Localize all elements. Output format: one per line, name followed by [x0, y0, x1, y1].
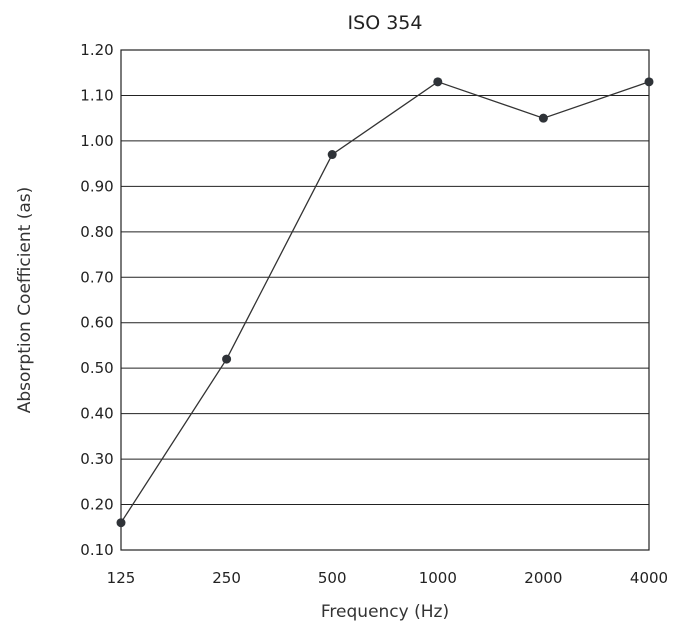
y-tick-label: 0.50 — [80, 359, 113, 377]
data-point-2000 — [538, 113, 548, 123]
plot-frame — [120, 49, 650, 551]
y-tick-label: 0.70 — [80, 268, 113, 286]
data-points — [116, 77, 654, 528]
y-tick-label: 0.20 — [80, 496, 113, 514]
data-point-1000 — [433, 77, 443, 87]
x-axis-label: Frequency (Hz) — [321, 602, 449, 622]
grid-lines — [121, 49, 649, 551]
x-tick-label: 250 — [212, 569, 241, 587]
y-tick-label: 0.80 — [80, 223, 113, 241]
y-axis-label: Absorption Coefficient (as) — [15, 187, 35, 414]
x-tick-label: 1000 — [419, 569, 457, 587]
y-tick-label: 0.10 — [80, 541, 113, 559]
y-tick-label: 0.60 — [80, 314, 113, 332]
data-point-500 — [327, 150, 337, 160]
y-tick-label: 1.00 — [80, 132, 113, 150]
x-tick-label: 125 — [107, 569, 136, 587]
x-tick-label: 4000 — [630, 569, 668, 587]
x-tick-label: 2000 — [524, 569, 562, 587]
y-tick-label: 0.40 — [80, 405, 113, 423]
y-tick-label: 0.30 — [80, 450, 113, 468]
y-tick-label: 0.90 — [80, 177, 113, 195]
y-tick-labels: 0.10 0.20 0.30 0.40 0.50 0.60 0.70 0.80 0.90 1.00… — [80, 41, 113, 559]
series-line — [120, 81, 650, 524]
y-tick-label: 1.20 — [80, 41, 113, 59]
chart-title: ISO 354 — [348, 12, 423, 34]
data-point-125 — [116, 518, 126, 528]
y-tick-label: 1.10 — [80, 86, 113, 104]
data-point-4000 — [644, 77, 654, 87]
x-tick-labels: 125 250 500 1000 2000 4000 — [107, 569, 668, 587]
x-tick-label: 500 — [318, 569, 347, 587]
data-point-250 — [222, 354, 232, 364]
